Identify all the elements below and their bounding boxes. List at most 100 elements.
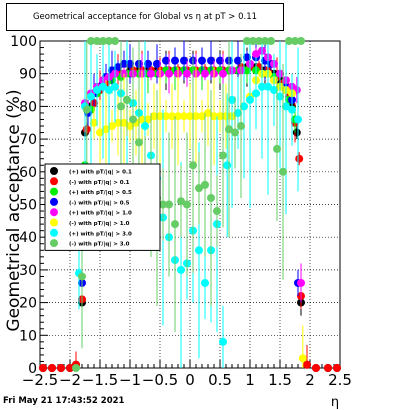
data-point	[162, 112, 170, 121]
data-point	[294, 115, 302, 124]
data-point	[298, 354, 307, 363]
y-axis-label: Geometrical acceptance (%)	[4, 89, 24, 331]
data-point	[153, 59, 161, 68]
data-point	[87, 37, 95, 45]
data-point	[261, 37, 269, 45]
y-tick-label: 60	[19, 165, 37, 181]
data-point	[114, 63, 122, 72]
data-point	[219, 151, 227, 160]
data-point	[135, 138, 143, 147]
y-tick-label: 70	[19, 132, 37, 148]
legend-entry-label: (-) with pT/|q| > 3.0	[69, 242, 130, 248]
legend-marker	[50, 167, 58, 175]
y-tick-label: 0	[28, 361, 37, 377]
series-7	[72, 37, 305, 372]
data-point	[222, 112, 230, 121]
legend: (+) with pT/|q| > 0.1 (-) with pT/|q| > 0…	[44, 163, 161, 251]
x-tick-label: −1.5	[82, 371, 118, 389]
x-tick-label: 0	[185, 371, 195, 389]
data-point	[207, 56, 215, 65]
data-point	[264, 82, 272, 91]
chart-title-text: Geometrical acceptance for Global vs η a…	[32, 12, 258, 22]
data-point	[267, 37, 275, 45]
data-point	[162, 56, 170, 65]
data-point	[57, 364, 65, 372]
data-point	[177, 265, 185, 274]
data-point	[144, 59, 152, 68]
legend-marker	[50, 228, 58, 237]
data-point	[228, 95, 236, 104]
data-point	[270, 86, 278, 95]
x-tick-label: 1	[245, 371, 255, 389]
data-point	[243, 37, 251, 45]
data-series	[39, 37, 341, 372]
x-axis-label: η	[331, 395, 339, 410]
y-tick-label: 40	[19, 230, 37, 246]
data-point	[156, 112, 164, 121]
data-point	[288, 105, 296, 114]
y-tick-label: 50	[19, 198, 37, 214]
data-point	[295, 154, 304, 163]
y-tick-label: 20	[19, 296, 37, 312]
data-point	[234, 108, 242, 117]
data-point	[183, 69, 191, 78]
legend-entry-label: (+) with pT/|q| > 3.0	[69, 231, 132, 237]
data-point	[276, 92, 284, 101]
data-point	[180, 112, 188, 121]
data-point	[243, 53, 251, 62]
data-point	[87, 92, 95, 101]
data-point	[39, 364, 47, 372]
data-point	[223, 161, 232, 170]
data-point	[252, 50, 260, 59]
data-point	[93, 86, 101, 95]
data-point	[93, 37, 101, 45]
data-point	[192, 112, 200, 121]
data-point	[165, 200, 173, 209]
data-point	[171, 220, 179, 229]
data-point	[186, 112, 194, 121]
data-point	[216, 112, 224, 121]
data-point	[99, 37, 107, 45]
legend-marker	[50, 218, 58, 227]
data-point	[171, 56, 179, 65]
data-point	[219, 337, 227, 346]
y-tick-label: 80	[19, 99, 37, 115]
data-point	[213, 207, 221, 216]
data-point	[105, 86, 113, 95]
y-tick-label: 30	[19, 263, 37, 279]
legend-box	[44, 163, 161, 251]
data-point	[297, 37, 305, 45]
data-point	[216, 56, 224, 65]
legend-entry-label: (-) with pT/|q| > 1.0	[69, 221, 130, 227]
data-point	[225, 125, 233, 134]
data-point	[333, 364, 341, 372]
data-point	[90, 118, 98, 127]
data-point	[237, 122, 245, 131]
data-point	[111, 37, 119, 45]
legend-entry-label: (+) with pT/|q| > 0.5	[69, 190, 132, 196]
data-point	[96, 128, 104, 137]
data-point	[249, 37, 257, 45]
data-point	[168, 112, 176, 121]
data-point	[201, 69, 209, 78]
data-point	[165, 69, 173, 78]
data-point	[180, 56, 188, 65]
legend-marker	[50, 197, 58, 206]
data-point	[144, 115, 152, 124]
x-tick-label: −1	[119, 371, 141, 389]
data-point	[282, 102, 290, 111]
data-point	[120, 59, 128, 68]
data-point	[303, 360, 311, 369]
data-point	[117, 102, 125, 111]
data-point	[292, 128, 301, 137]
data-point	[129, 115, 137, 124]
data-point	[234, 56, 242, 65]
x-tick-label: −2	[59, 371, 81, 389]
data-point	[159, 200, 167, 209]
legend-entry-label: (+) with pT/|q| > 1.0	[69, 211, 132, 217]
data-point	[198, 56, 206, 65]
y-tick-label: 100	[10, 34, 37, 50]
legend-marker	[50, 187, 58, 196]
data-point	[219, 69, 227, 78]
